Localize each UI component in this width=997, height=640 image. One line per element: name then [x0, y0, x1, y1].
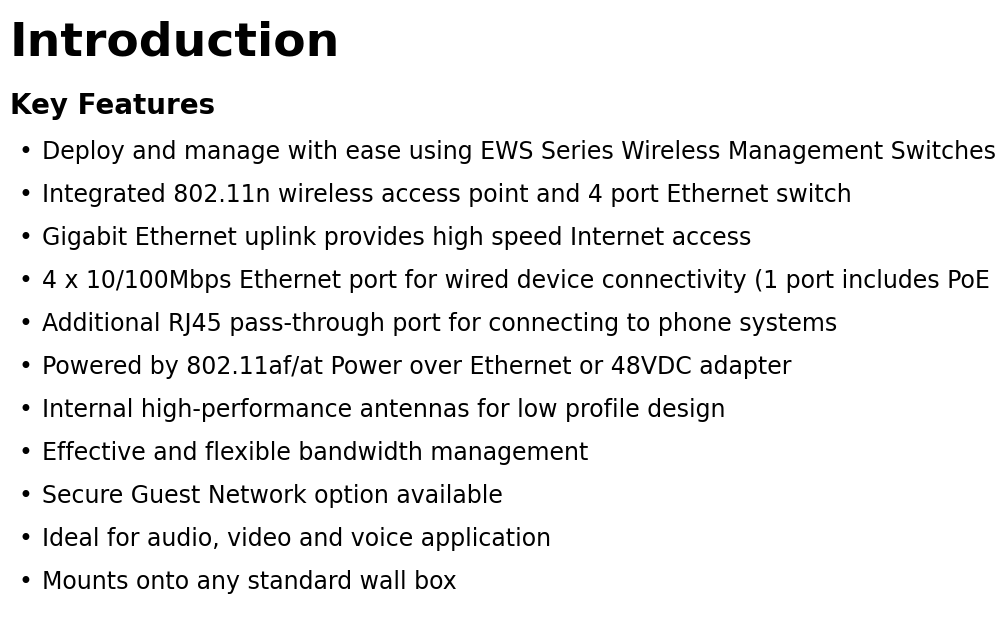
Text: •: • — [18, 140, 32, 164]
Text: Mounts onto any standard wall box: Mounts onto any standard wall box — [42, 570, 457, 594]
Text: Introduction: Introduction — [10, 20, 340, 65]
Text: Gigabit Ethernet uplink provides high speed Internet access: Gigabit Ethernet uplink provides high sp… — [42, 226, 752, 250]
Text: •: • — [18, 355, 32, 379]
Text: •: • — [18, 183, 32, 207]
Text: Ideal for audio, video and voice application: Ideal for audio, video and voice applica… — [42, 527, 551, 551]
Text: Effective and flexible bandwidth management: Effective and flexible bandwidth managem… — [42, 441, 588, 465]
Text: •: • — [18, 441, 32, 465]
Text: Key Features: Key Features — [10, 92, 215, 120]
Text: 4 x 10/100Mbps Ethernet port for wired device connectivity (1 port includes PoE : 4 x 10/100Mbps Ethernet port for wired d… — [42, 269, 997, 293]
Text: Additional RJ45 pass-through port for connecting to phone systems: Additional RJ45 pass-through port for co… — [42, 312, 837, 336]
Text: •: • — [18, 398, 32, 422]
Text: •: • — [18, 527, 32, 551]
Text: •: • — [18, 226, 32, 250]
Text: Internal high-performance antennas for low profile design: Internal high-performance antennas for l… — [42, 398, 726, 422]
Text: •: • — [18, 312, 32, 336]
Text: •: • — [18, 484, 32, 508]
Text: •: • — [18, 570, 32, 594]
Text: Deploy and manage with ease using EWS Series Wireless Management Switches.: Deploy and manage with ease using EWS Se… — [42, 140, 997, 164]
Text: Integrated 802.11n wireless access point and 4 port Ethernet switch: Integrated 802.11n wireless access point… — [42, 183, 851, 207]
Text: Secure Guest Network option available: Secure Guest Network option available — [42, 484, 502, 508]
Text: Powered by 802.11af/at Power over Ethernet or 48VDC adapter: Powered by 802.11af/at Power over Ethern… — [42, 355, 792, 379]
Text: •: • — [18, 269, 32, 293]
